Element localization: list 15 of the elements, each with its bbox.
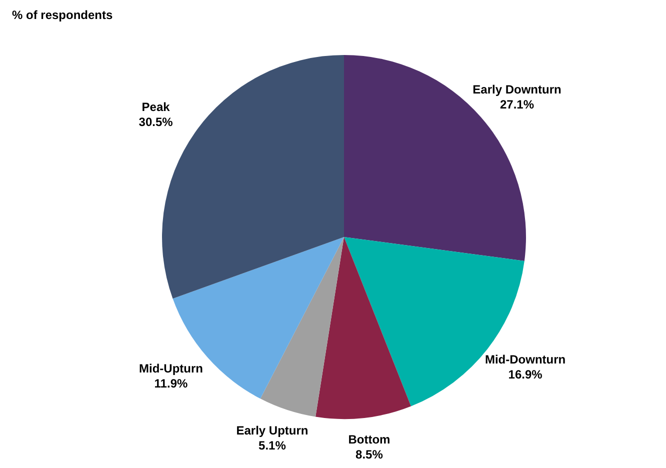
data-label: 11.9% xyxy=(154,376,188,391)
slice-label: Early Downturn xyxy=(472,82,562,96)
data-label: 5.1% xyxy=(258,438,286,452)
data-label: 27.1% xyxy=(500,97,534,112)
slice-label: Mid-Upturn xyxy=(139,362,203,376)
slice-label: Bottom xyxy=(348,432,390,447)
pie-slice xyxy=(260,237,344,417)
slice-label: Mid-Downturn xyxy=(484,352,566,366)
slice-label: Peak xyxy=(142,100,170,114)
data-label: 16.9% xyxy=(508,367,543,382)
slice-label: Early Upturn xyxy=(236,423,308,438)
data-label: 8.5% xyxy=(356,448,384,462)
data-label: 30.5% xyxy=(138,115,174,130)
chart-title: % of respondents xyxy=(12,8,113,22)
pie-slice xyxy=(316,237,411,419)
